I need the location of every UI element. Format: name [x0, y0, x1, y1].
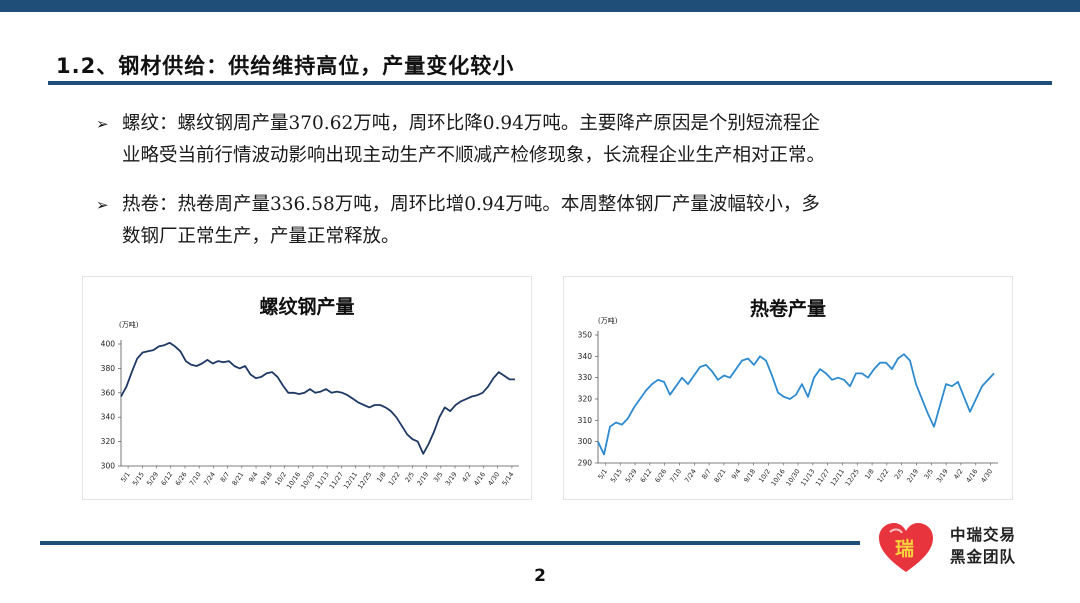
- x-tick-label: 4/30: [486, 471, 501, 488]
- x-tick-label: 12/11: [829, 468, 846, 488]
- y-tick-label: 350: [578, 331, 593, 340]
- bullet-hot-coil-line-2: 数钢厂正常生产，产量正常释放。: [122, 226, 400, 247]
- x-tick-label: 10/30: [784, 468, 801, 488]
- rebar-production-chart: 螺纹钢产量 (万吨) 300 320 340 360 380 400 5/1 5/15 5/29 6…: [82, 276, 532, 500]
- bullet-hot-coil: ➢ 热卷：热卷周产量336.58万吨，周环比增0.94万吨。本周整体钢厂产量波幅…: [96, 189, 976, 253]
- x-tick-label: 5/29: [145, 471, 160, 488]
- x-tick-label: 1/8: [863, 468, 876, 481]
- company-logo: 瑞: [876, 520, 936, 576]
- y-tick-label: 290: [578, 459, 593, 468]
- y-tick-label: 340: [101, 413, 116, 422]
- y-tick-label: 340: [578, 352, 593, 361]
- x-tick-label: 5/15: [609, 468, 624, 485]
- y-tick-label: 310: [578, 416, 593, 425]
- footer-rule: [40, 541, 860, 545]
- x-tick-label: 10/30: [299, 471, 316, 491]
- x-tick-label: 11/13: [313, 471, 330, 491]
- bullet-rebar-line-1: 螺纹：螺纹钢周产量370.62万吨，周环比降0.94万吨。主要降产原因是个别短流…: [122, 113, 820, 134]
- y-tick-label: 400: [101, 340, 116, 349]
- brand-name: 中瑞交易 黑金团队: [950, 524, 1016, 568]
- x-tick-label: 9/4: [730, 468, 743, 481]
- x-tick-label: 10/16: [285, 471, 302, 491]
- x-tick-label: 3/19: [444, 471, 459, 488]
- x-tick-label: 3/5: [922, 468, 935, 481]
- x-tick-label: 12/25: [356, 471, 373, 491]
- x-tick-label: 8/21: [713, 468, 728, 485]
- x-tick-label: 8/21: [231, 471, 246, 488]
- y-tick-label: 300: [578, 437, 593, 446]
- x-tick-label: 4/30: [979, 468, 994, 485]
- x-tick-label: 4/2: [460, 471, 473, 484]
- chart-title: 螺纹钢产量: [259, 296, 355, 318]
- x-tick-label: 6/26: [653, 468, 668, 485]
- x-tick-label: 1/22: [876, 468, 891, 485]
- bullet-arrow-icon: ➢: [96, 196, 109, 214]
- logo-character: 瑞: [895, 538, 915, 560]
- slide-title: 1.2、钢材供给：供给维持高位，产量变化较小: [56, 54, 515, 78]
- x-tick-label: 5/14: [501, 471, 516, 488]
- x-tick-label: 9/4: [247, 471, 260, 484]
- y-unit-label: (万吨): [119, 320, 139, 329]
- x-tick-label: 11/13: [799, 468, 816, 488]
- x-tick-label: 2/19: [415, 471, 430, 488]
- bullet-rebar-line-2: 业略受当前行情波动影响出现主动生产不顺减产检修现象，长流程企业生产相对正常。: [122, 145, 826, 166]
- series-line: [120, 341, 515, 455]
- page-number: 2: [534, 566, 546, 586]
- x-tick-label: 4/16: [472, 471, 487, 488]
- y-tick-label: 300: [101, 462, 116, 471]
- x-tick-label: 2/5: [893, 468, 906, 481]
- x-tick-label: 9/18: [259, 471, 274, 488]
- x-tick-label: 5/29: [624, 468, 639, 485]
- x-tick-label: 12/25: [844, 468, 861, 488]
- brand-line-1: 中瑞交易: [950, 525, 1017, 544]
- heart-logo-icon: [879, 523, 933, 572]
- y-tick-label: 320: [101, 437, 116, 446]
- x-tick-label: 6/12: [639, 468, 654, 485]
- hot-coil-chart-svg: (万吨) 290 300 310 320 330 340 350 5/1 5/15 5/29 6/12…: [578, 316, 998, 488]
- y-tick-label: 380: [101, 364, 116, 373]
- x-tick-label: 7/10: [188, 471, 203, 488]
- x-tick-label: 8/7: [219, 471, 232, 484]
- slide-header: 1.2、钢材供给：供给维持高位，产量变化较小: [48, 44, 1052, 85]
- series-line: [597, 353, 995, 456]
- chart-title: 热卷产量: [749, 298, 826, 320]
- x-tick-label: 9/18: [742, 468, 757, 485]
- title-underline: [48, 81, 1052, 85]
- top-banner-bar: [0, 0, 1080, 12]
- bullet-rebar: ➢ 螺纹：螺纹钢周产量370.62万吨，周环比降0.94万吨。主要降产原因是个别…: [96, 108, 976, 172]
- x-tick-label: 5/1: [596, 468, 609, 481]
- rebar-chart-svg: (万吨) 300 320 340 360 380 400 5/1 5/15 5/29 6/12 6/2…: [101, 320, 519, 491]
- x-tick-label: 7/10: [668, 468, 683, 485]
- x-tick-label: 10/16: [770, 468, 787, 488]
- brand-line-2: 黑金团队: [950, 547, 1017, 566]
- y-tick-label: 320: [578, 395, 593, 404]
- y-tick-label: 360: [101, 388, 116, 397]
- x-tick-label: 5/1: [119, 471, 132, 484]
- x-tick-label: 5/15: [131, 471, 146, 488]
- x-tick-label: 4/2: [952, 468, 965, 481]
- y-unit-label: (万吨): [598, 316, 618, 325]
- x-tick-label: 3/5: [432, 471, 445, 484]
- x-tick-label: 1/8: [375, 471, 388, 484]
- y-tick-label: 330: [578, 373, 593, 382]
- x-tick-label: 2/19: [905, 468, 920, 485]
- hot-coil-production-chart: 热卷产量 (万吨) 290 300 310 320 330 340 350 5/1 5/15 5/2…: [563, 276, 1013, 500]
- x-tick-label: 1/22: [387, 471, 402, 488]
- x-tick-label: 6/12: [159, 471, 174, 488]
- x-tick-label: 7/24: [202, 471, 217, 488]
- x-tick-label: 11/27: [814, 468, 831, 488]
- x-tick-label: 4/16: [964, 468, 979, 485]
- bullet-arrow-icon: ➢: [96, 115, 109, 133]
- x-tick-label: 7/24: [683, 468, 698, 485]
- x-tick-label: 3/19: [935, 468, 950, 485]
- x-tick-label: 12/11: [342, 471, 359, 491]
- x-tick-label: 2/5: [403, 471, 416, 484]
- x-tick-label: 11/27: [328, 471, 345, 491]
- x-tick-label: 6/26: [174, 471, 189, 488]
- x-tick-label: 8/7: [700, 468, 713, 481]
- bullet-hot-coil-line-1: 热卷：热卷周产量336.58万吨，周环比增0.94万吨。本周整体钢厂产量波幅较小…: [122, 194, 820, 215]
